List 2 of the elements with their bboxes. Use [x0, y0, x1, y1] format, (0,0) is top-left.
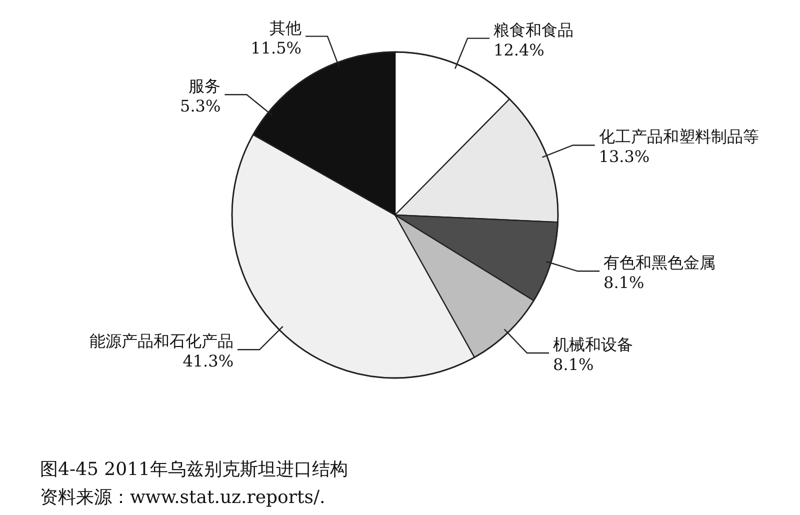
text: 资料来源：www.stat.uz.reports/. [40, 487, 326, 508]
text: 图4-45 2011年乌兹别克斯坦进口结构 [40, 459, 348, 480]
